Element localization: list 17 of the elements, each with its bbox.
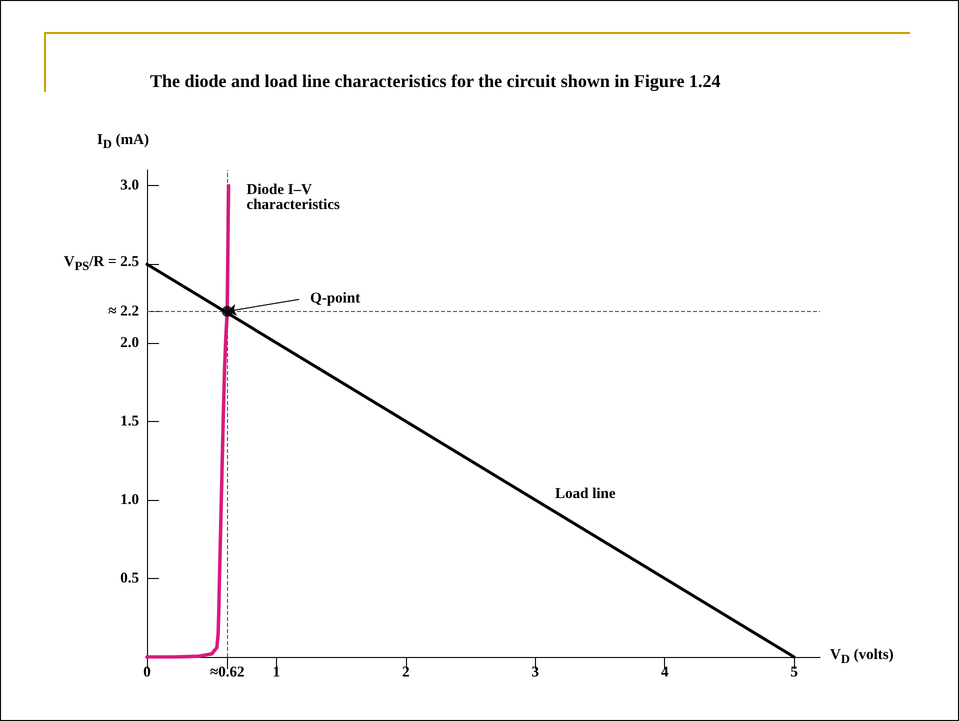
x-axis-title: V$_{D}$ (volts) <box>830 646 894 668</box>
x-tick-label: 4 <box>660 664 669 680</box>
series-label: Load line <box>555 486 616 502</box>
y-tick-label: ≈ 2.2 <box>108 303 139 320</box>
series-label: Diode I–V characteristics <box>246 182 340 214</box>
y-axis-title: I$_{D}$ (mA) <box>97 131 149 153</box>
chart-title: The diode and load line characteristics for the circuit shown in Figure 1.24 <box>150 71 720 91</box>
y-tick-label: 1.5 <box>120 413 139 430</box>
y-tick-label: V$_{PS}$/R = 2.5 <box>64 253 139 276</box>
text: 2.0 <box>120 334 139 351</box>
x-tick-label: ≈0.62 <box>210 664 244 680</box>
annotation: Q-point <box>310 290 360 307</box>
text: 1.0 <box>120 492 139 508</box>
x-tick-label: 3 <box>532 664 540 680</box>
y-tick-label: 0.5 <box>120 570 139 586</box>
text: 3.0 <box>120 178 139 194</box>
x-tick-label: 0 <box>143 664 151 680</box>
